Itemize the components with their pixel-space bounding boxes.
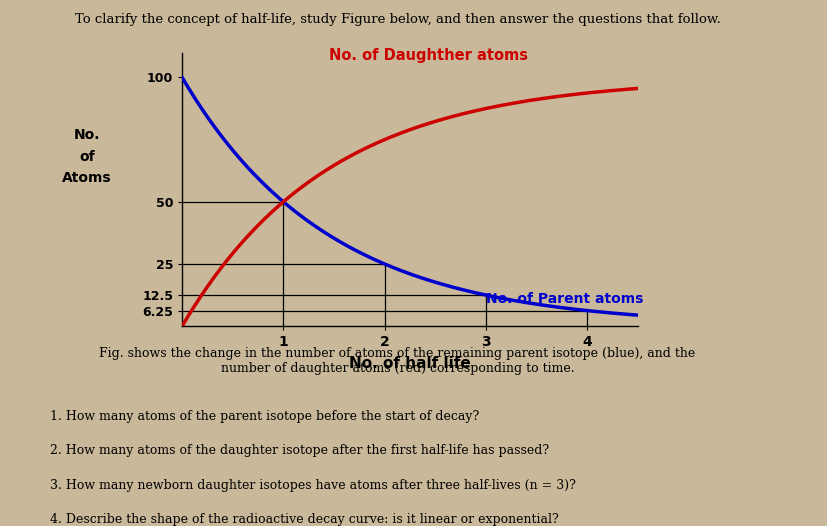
Text: 1. How many atoms of the parent isotope before the start of decay?: 1. How many atoms of the parent isotope … (50, 410, 478, 423)
Text: Atoms: Atoms (62, 170, 112, 185)
Text: Fig. shows the change in the number of atoms of the remaining parent isotope (bl: Fig. shows the change in the number of a… (99, 347, 695, 375)
Text: No. of Parent atoms: No. of Parent atoms (485, 292, 643, 306)
Text: To clarify the concept of half-life, study Figure below, and then answer the que: To clarify the concept of half-life, stu… (74, 13, 719, 26)
Text: of: of (79, 149, 94, 164)
Text: No. of Daughther atoms: No. of Daughther atoms (328, 47, 528, 63)
Text: No.: No. (74, 128, 100, 143)
Text: 2. How many atoms of the daughter isotope after the first half-life has passed?: 2. How many atoms of the daughter isotop… (50, 444, 548, 458)
Text: 3. How many newborn daughter isotopes have atoms after three half-lives (n = 3)?: 3. How many newborn daughter isotopes ha… (50, 479, 575, 492)
X-axis label: No. of half life: No. of half life (348, 356, 471, 371)
Text: 4. Describe the shape of the radioactive decay curve: is it linear or exponentia: 4. Describe the shape of the radioactive… (50, 513, 557, 526)
